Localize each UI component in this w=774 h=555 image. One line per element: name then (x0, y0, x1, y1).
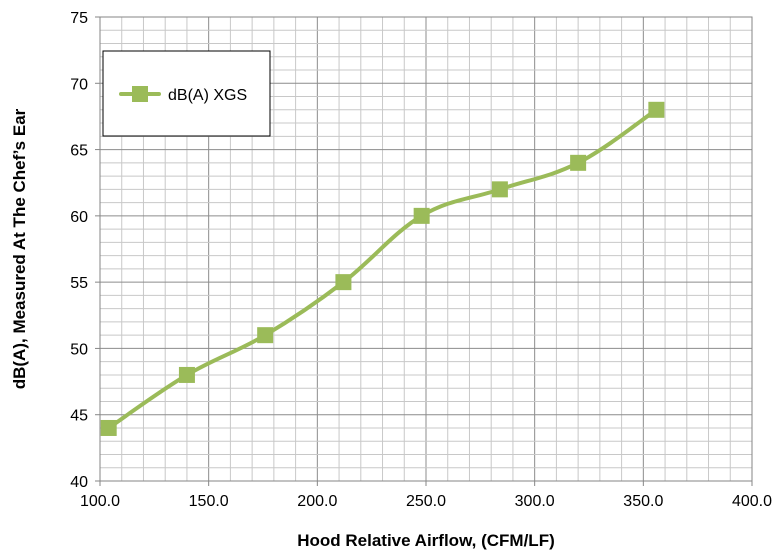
x-tick-label: 100.0 (80, 493, 120, 510)
y-axis-tick-labels: 40 45 50 55 60 65 70 75 (70, 10, 100, 491)
legend-series-marker (132, 86, 148, 102)
y-tick-label: 50 (70, 341, 88, 358)
legend-series-label: dB(A) XGS (168, 87, 247, 104)
x-tick-label: 250.0 (406, 493, 446, 510)
y-tick-label: 75 (70, 10, 88, 27)
data-point-marker (570, 154, 587, 171)
x-axis-title: Hood Relative Airflow, (CFM/LF) (297, 531, 555, 550)
x-tick-label: 300.0 (515, 493, 555, 510)
y-tick-label: 55 (70, 275, 88, 292)
data-point-marker (413, 207, 430, 224)
y-tick-label: 70 (70, 76, 88, 93)
y-tick-label: 65 (70, 143, 88, 160)
x-tick-label: 150.0 (189, 493, 229, 510)
x-tick-label: 200.0 (297, 493, 337, 510)
y-tick-label: 60 (70, 209, 88, 226)
y-tick-label: 40 (70, 474, 88, 491)
y-tick-label: 45 (70, 408, 88, 425)
y-axis-title: dB(A), Measured At The Chef’s Ear (10, 108, 29, 389)
data-point-marker (257, 327, 274, 344)
data-point-marker (178, 366, 195, 383)
series-layer (100, 101, 665, 436)
x-axis-tick-labels: 100.0 150.0 200.0 250.0 300.0 350.0 400.0 (80, 481, 772, 510)
x-tick-label: 350.0 (623, 493, 663, 510)
series-line (106, 107, 659, 430)
x-tick-label: 400.0 (732, 493, 772, 510)
data-point-marker (491, 181, 508, 198)
data-point-marker (100, 419, 117, 436)
series-group (100, 101, 665, 436)
legend: dB(A) XGS (102, 50, 271, 137)
data-point-marker (335, 274, 352, 291)
data-point-marker (648, 101, 665, 118)
